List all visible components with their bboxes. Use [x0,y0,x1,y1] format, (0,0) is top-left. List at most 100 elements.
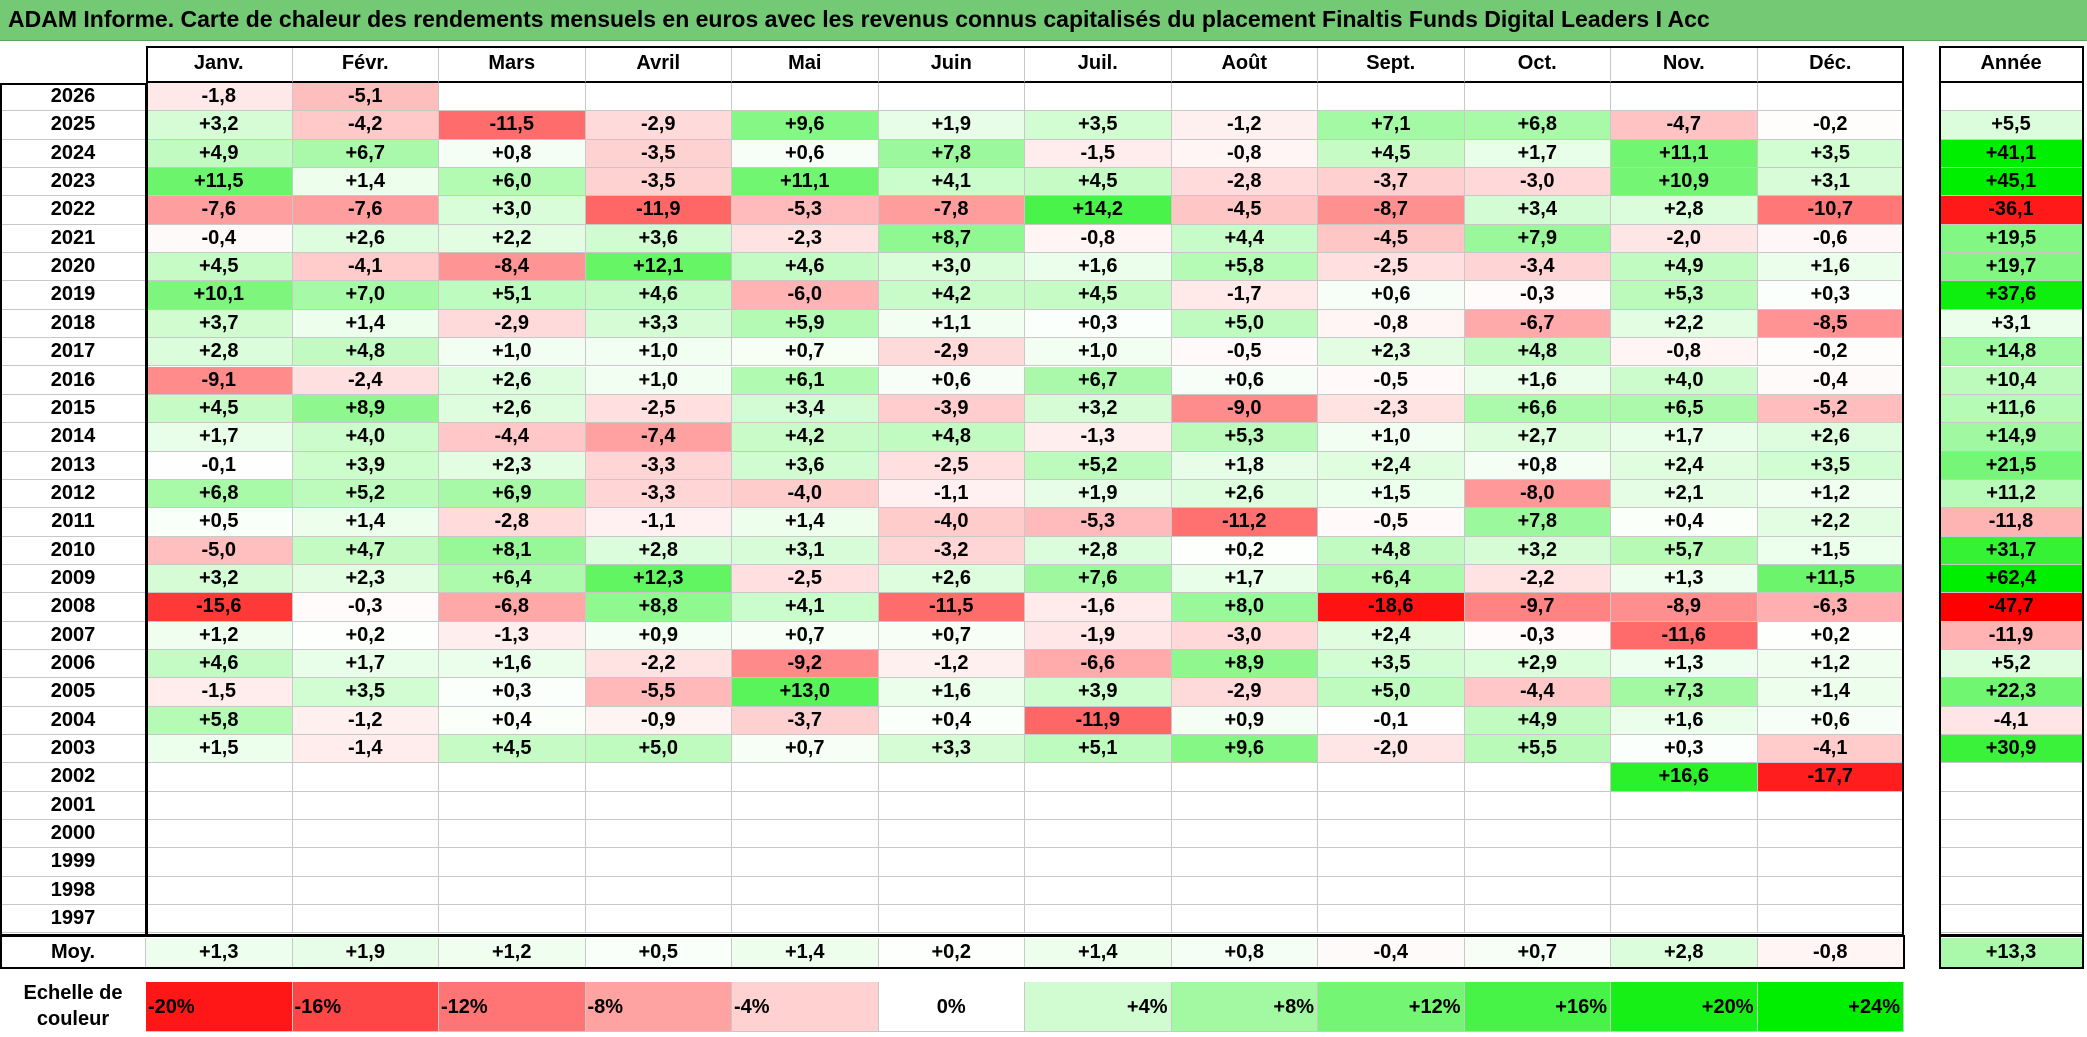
month-header: Mars [439,46,586,83]
heatmap-cell [1318,763,1465,792]
heatmap-cell [1025,876,1172,906]
heatmap-cell: -0,3 [1464,621,1611,650]
month-header: Janv. [146,46,293,83]
row-year-label: 2010 [0,536,146,565]
average-cell: -0,8 [1757,938,1904,968]
heatmap-cell: -3,2 [878,536,1025,565]
heatmap-cell: -9,7 [1464,593,1611,622]
heatmap-cell: +0,7 [732,621,879,650]
heatmap-cell: -5,0 [146,536,293,565]
heatmap-cell: +4,5 [146,253,293,282]
heatmap-cell: -0,5 [1318,508,1465,537]
annual-cell [1939,876,2084,906]
heatmap-cell: -0,3 [1464,281,1611,310]
heatmap-cell: -3,5 [585,168,732,197]
heatmap-cell: +2,6 [292,224,439,254]
heatmap-cell: -1,2 [878,650,1025,679]
heatmap-cell: -8,5 [1757,309,1904,339]
heatmap-cell: +1,0 [1318,423,1465,452]
heatmap-cell: +3,2 [1464,536,1611,565]
heatmap-cell: -0,2 [1757,338,1904,367]
heatmap-cell [732,791,879,821]
heatmap-cell: -2,8 [439,508,586,537]
heatmap-cell: -2,3 [1318,394,1465,424]
heatmap-cell: -2,0 [1611,224,1758,254]
heatmap-cell: -11,9 [585,196,732,225]
heatmap-cell: -2,8 [1171,168,1318,197]
row-year-label: 2015 [0,394,146,424]
heatmap-cell: -3,9 [878,394,1025,424]
heatmap-cell: -18,6 [1318,593,1465,622]
heatmap-cell: -2,5 [585,394,732,424]
average-cell: +0,7 [1464,938,1611,968]
heatmap-cell: +10,1 [146,281,293,310]
annual-cell: +19,7 [1939,253,2084,282]
annual-cell [1939,791,2084,821]
heatmap-cell [1171,83,1318,112]
month-header: Févr. [292,46,439,83]
annual-cell [1939,83,2084,112]
average-label: Moy. [0,938,146,968]
heatmap-cell [292,820,439,849]
heatmap-cell [878,820,1025,849]
heatmap-cell: +4,5 [1318,139,1465,169]
heatmap-cell [1171,763,1318,792]
heatmap-cell: +0,4 [1611,508,1758,537]
heatmap-cell: +3,5 [1757,451,1904,480]
heatmap-cell: +3,3 [585,309,732,339]
row-year-label: 2009 [0,564,146,594]
heatmap-cell [1464,848,1611,877]
heatmap-cell: -4,7 [1611,111,1758,140]
heatmap-cell [1318,876,1465,906]
heatmap-cell: +0,6 [1757,706,1904,736]
heatmap-cell: +1,6 [1611,706,1758,736]
annual-cell: +41,1 [1939,139,2084,169]
heatmap-cell: -1,8 [146,83,293,112]
heatmap-cell: +0,2 [1171,536,1318,565]
color-scale-swatch: +4% [1025,982,1172,1032]
heatmap-cell [1025,83,1172,112]
month-header: Oct. [1464,46,1611,83]
average-cell: -0,4 [1318,938,1465,968]
annual-cell: +37,6 [1939,281,2084,310]
heatmap-cell [732,820,879,849]
average-cell: +1,3 [146,938,293,968]
heatmap-cell: +1,5 [1757,536,1904,565]
heatmap-cell: +4,1 [878,168,1025,197]
row-year-label: 2024 [0,139,146,169]
heatmap-cell: +4,7 [292,536,439,565]
heatmap-cell: -0,8 [1025,224,1172,254]
heatmap-cell: +0,8 [1464,451,1611,480]
heatmap-cell: -2,5 [878,451,1025,480]
heatmap-cell: -3,4 [1464,253,1611,282]
heatmap-cell: -5,3 [1025,508,1172,537]
heatmap-cell: +2,8 [1025,536,1172,565]
color-scale-swatch: +20% [1611,982,1758,1032]
heatmap-cell: -11,2 [1171,508,1318,537]
heatmap-cell: +4,8 [878,423,1025,452]
month-header: Avril [585,46,732,83]
heatmap-cell [439,905,586,934]
heatmap-cell: +3,3 [878,735,1025,764]
heatmap-cell: +6,5 [1611,394,1758,424]
heatmap-cell: +6,4 [439,564,586,594]
heatmap-cell: +1,6 [878,678,1025,707]
heatmap-cell: +3,6 [585,224,732,254]
heatmap-cell [146,905,293,934]
heatmap-cell: -2,2 [1464,564,1611,594]
heatmap-cell [292,848,439,877]
heatmap-cell: +4,4 [1171,224,1318,254]
row-year-label: 2007 [0,621,146,650]
heatmap-cell [292,876,439,906]
chart-title-bar: ADAM Informe. Carte de chaleur des rende… [0,0,2087,41]
heatmap-cell: +6,8 [1464,111,1611,140]
heatmap-cell [585,763,732,792]
heatmap-cell: +4,5 [146,394,293,424]
heatmap-cell [292,763,439,792]
heatmap-cell: -3,3 [585,451,732,480]
heatmap-cell: -1,1 [878,479,1025,509]
average-cell: +0,8 [1171,938,1318,968]
heatmap-cell: +5,9 [732,309,879,339]
heatmap-cell: +6,7 [292,139,439,169]
heatmap-cell: +12,1 [585,253,732,282]
